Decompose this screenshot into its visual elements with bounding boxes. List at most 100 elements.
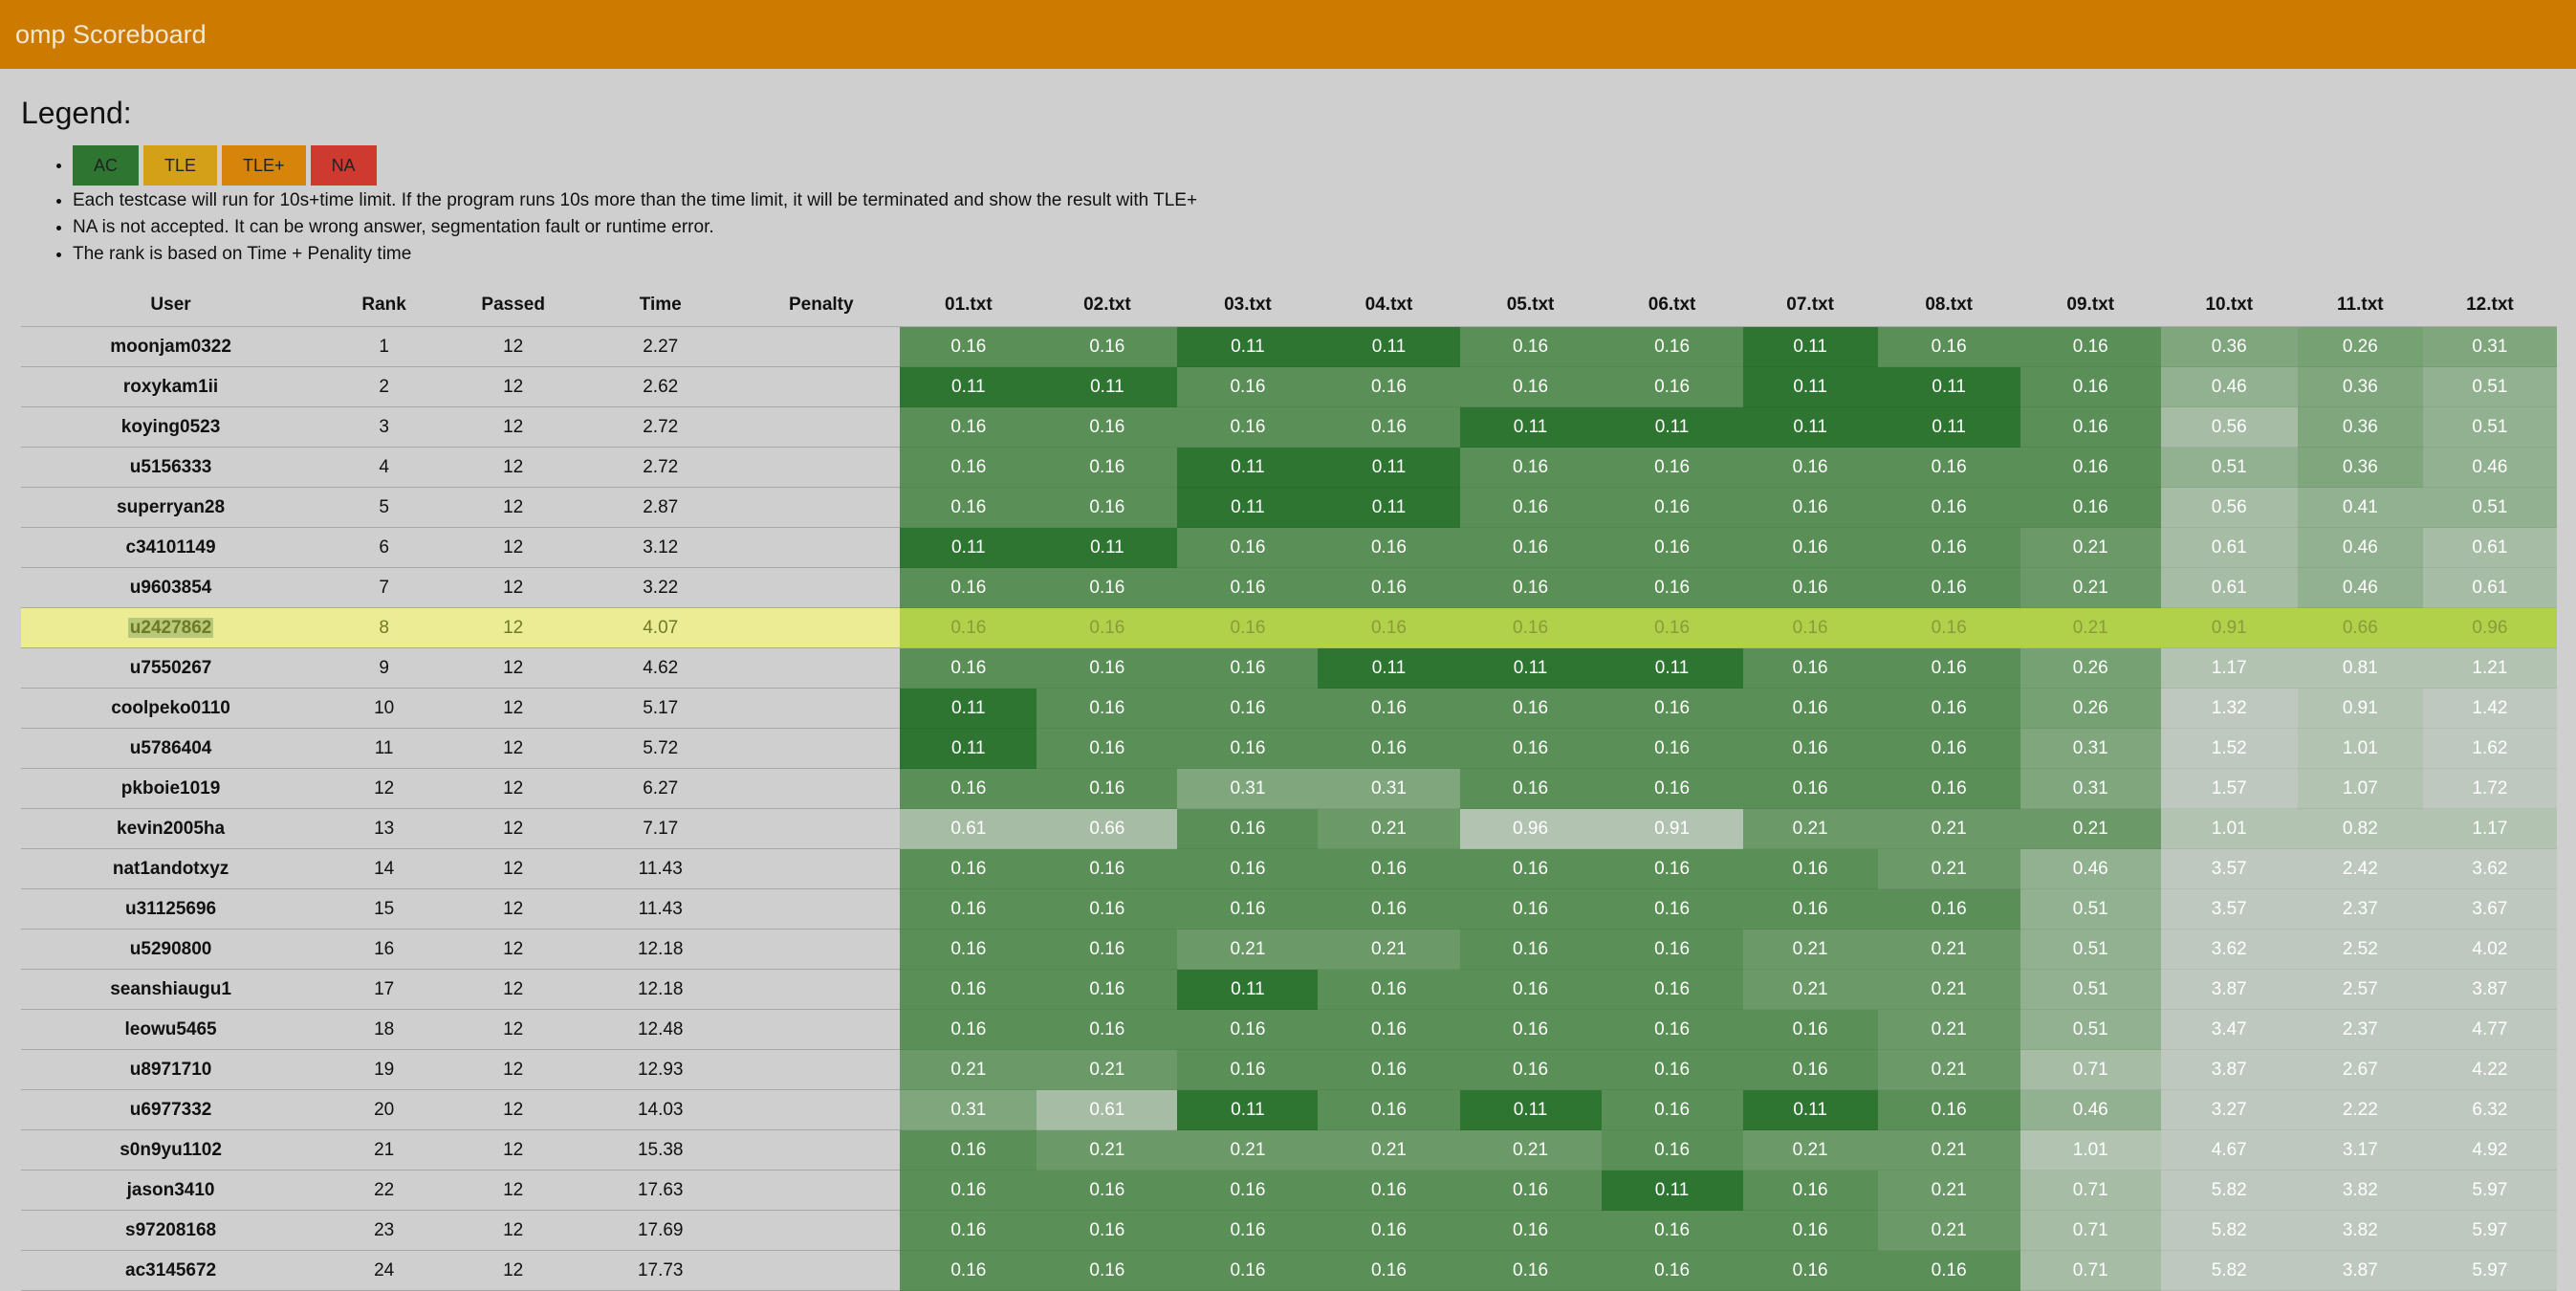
user-cell: c34101149 (21, 527, 321, 568)
user-name: kevin2005ha (117, 818, 226, 839)
passed-cell: 12 (448, 848, 579, 889)
table-row: s0n9yu1102 21 12 15.38 0.16 0.21 0.21 0.21 0.21 0… (21, 1129, 2557, 1171)
testcase-cell: 0.31 (1318, 768, 1460, 809)
testcase-cell: 0.16 (1177, 1250, 1319, 1291)
testcase-cell: 0.16 (1318, 1170, 1460, 1211)
testcase-cell: 0.21 (1318, 1129, 1460, 1171)
column-header-penalty: Penalty (742, 284, 901, 327)
testcase-cell: 0.11 (1177, 487, 1319, 528)
column-header-10-txt: 10.txt (2160, 284, 2298, 327)
testcase-cell: 0.21 (1037, 1049, 1178, 1090)
user-name: seanshiaugu1 (110, 978, 231, 999)
testcase-cell: 0.11 (1877, 406, 2020, 448)
legend-badge-tle-plus: TLE+ (222, 144, 306, 186)
testcase-cell: 0.21 (1877, 969, 2020, 1010)
testcase-cell: 0.51 (2019, 929, 2161, 970)
testcase-cell: 1.07 (2297, 768, 2423, 809)
table-row: kevin2005ha 13 12 7.17 0.61 0.66 0.16 0.21 0.96 0… (21, 808, 2557, 849)
testcase-cell: 1.32 (2160, 688, 2298, 729)
testcase-cell: 1.17 (2422, 808, 2557, 849)
passed-cell: 12 (448, 1250, 579, 1291)
app-title[interactable]: omp Scoreboard (15, 20, 207, 49)
testcase-cell: 0.16 (1742, 1049, 1878, 1090)
testcase-cell: 2.37 (2297, 1009, 2423, 1050)
testcase-cell: 0.11 (1459, 406, 1602, 448)
testcase-cell: 0.16 (1601, 888, 1743, 930)
testcase-cell: 0.16 (1037, 1250, 1178, 1291)
time-cell: 14.03 (579, 1089, 743, 1130)
testcase-cell: 0.16 (1037, 647, 1178, 689)
testcase-cell: 0.16 (1318, 688, 1460, 729)
table-row: u6977332 20 12 14.03 0.31 0.61 0.11 0.16 0.11 0.1… (21, 1089, 2557, 1130)
user-name: s0n9yu1102 (120, 1139, 222, 1160)
testcase-cell: 5.97 (2422, 1250, 2557, 1291)
testcase-cell: 0.16 (1459, 1170, 1602, 1211)
passed-cell: 12 (448, 1170, 579, 1211)
testcase-cell: 0.96 (1459, 808, 1602, 849)
table-row: c34101149 6 12 3.12 0.11 0.11 0.16 0.16 0.16 0.16… (21, 527, 2557, 568)
testcase-cell: 0.16 (1318, 848, 1460, 889)
testcase-cell: 0.16 (1037, 406, 1178, 448)
testcase-cell: 0.11 (1177, 326, 1319, 367)
time-cell: 2.27 (579, 326, 743, 367)
testcase-cell: 0.16 (2019, 447, 2161, 488)
penalty-cell (742, 1089, 901, 1130)
rank-cell: 17 (320, 969, 448, 1010)
testcase-cell: 0.16 (1459, 728, 1602, 769)
testcase-cell: 1.17 (2160, 647, 2298, 689)
table-row: u5156333 4 12 2.72 0.16 0.16 0.11 0.11 0.16 0.16 0… (21, 447, 2557, 488)
scoreboard-table: User Rank Passed Time Penalty 01.txt 02.txt 03.… (21, 284, 2557, 1291)
testcase-cell: 0.16 (1601, 487, 1743, 528)
testcase-cell: 0.16 (900, 487, 1037, 528)
passed-cell: 12 (448, 929, 579, 970)
user-name: c34101149 (125, 536, 216, 558)
testcase-cell: 0.16 (1459, 848, 1602, 889)
testcase-cell: 0.16 (1742, 688, 1878, 729)
testcase-cell: 0.61 (2422, 567, 2557, 608)
top-bar: omp Scoreboard (0, 0, 2576, 69)
testcase-cell: 0.16 (1742, 728, 1878, 769)
table-row: u8971710 19 12 12.93 0.21 0.21 0.16 0.16 0.16 0.1… (21, 1049, 2557, 1090)
user-name: ac3145672 (125, 1259, 217, 1280)
testcase-cell: 0.46 (2019, 1089, 2161, 1130)
testcase-cell: 0.16 (900, 447, 1037, 488)
testcase-cell: 0.16 (1601, 607, 1743, 648)
user-cell: nat1andotxyz (21, 848, 321, 889)
testcase-cell: 0.16 (900, 848, 1037, 889)
penalty-cell (742, 1170, 901, 1211)
testcase-cell: 0.31 (2019, 768, 2161, 809)
testcase-cell: 0.16 (1318, 527, 1460, 568)
testcase-cell: 0.16 (1037, 447, 1178, 488)
testcase-cell: 1.72 (2422, 768, 2557, 809)
testcase-cell: 0.16 (1459, 326, 1602, 367)
testcase-cell: 0.11 (900, 688, 1037, 729)
table-row: u7550267 9 12 4.62 0.16 0.16 0.16 0.11 0.11 0.11 0… (21, 647, 2557, 689)
testcase-cell: 0.16 (1318, 1250, 1460, 1291)
user-cell: superryan28 (21, 487, 321, 528)
testcase-cell: 2.52 (2297, 929, 2423, 970)
testcase-cell: 0.16 (900, 326, 1037, 367)
testcase-cell: 0.16 (1877, 647, 2020, 689)
testcase-cell: 0.16 (1601, 1009, 1743, 1050)
testcase-cell: 0.21 (1742, 1129, 1878, 1171)
passed-cell: 12 (448, 527, 579, 568)
testcase-cell: 0.21 (1877, 848, 2020, 889)
penalty-cell (742, 647, 901, 689)
time-cell: 12.48 (579, 1009, 743, 1050)
rank-cell: 16 (320, 929, 448, 970)
testcase-cell: 0.16 (1459, 768, 1602, 809)
testcase-cell: 0.11 (1037, 527, 1178, 568)
testcase-cell: 0.16 (1318, 406, 1460, 448)
testcase-cell: 0.16 (1877, 527, 2020, 568)
testcase-cell: 2.42 (2297, 848, 2423, 889)
penalty-cell (742, 326, 901, 367)
testcase-cell: 0.21 (1877, 1170, 2020, 1211)
user-name: moonjam0322 (110, 336, 231, 357)
testcase-cell: 0.16 (1601, 366, 1743, 407)
testcase-cell: 3.27 (2160, 1089, 2298, 1130)
testcase-cell: 0.16 (1459, 1049, 1602, 1090)
user-name: leowu5465 (124, 1018, 217, 1039)
penalty-cell (742, 1129, 901, 1171)
testcase-cell: 0.51 (2019, 888, 2161, 930)
table-header-row: User Rank Passed Time Penalty 01.txt 02.txt 03.… (21, 284, 2557, 327)
